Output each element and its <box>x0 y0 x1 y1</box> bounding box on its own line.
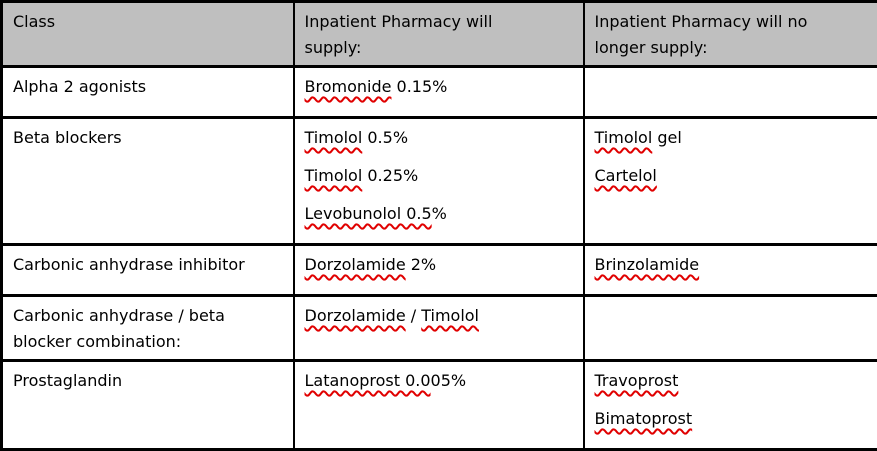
medication-entry: Latanoprost 0.005% <box>305 368 573 394</box>
misspelled-term: Latanoprost 0.0 <box>305 371 431 390</box>
medication-entry: Travoprost <box>595 368 868 394</box>
no-longer-supply-cell <box>584 67 877 118</box>
class-cell: Alpha 2 agonists <box>2 67 294 118</box>
no-longer-supply-cell: Timolol gel Cartelol <box>584 118 877 245</box>
misspelled-term: Dorzolamide <box>305 306 406 325</box>
misspelled-term: Cartelol <box>595 166 657 185</box>
medication-entry: Dorzolamide 2% <box>305 252 573 278</box>
medication-entry: Bromonide 0.15% <box>305 74 573 100</box>
will-supply-cell: Timolol 0.5% Timolol 0.25% Levobunolol 0.5… <box>294 118 584 245</box>
medication-entry: Dorzolamide / Timolol <box>305 303 573 329</box>
table-row: Prostaglandin Latanoprost 0.005% Travopros… <box>2 361 877 450</box>
class-cell: Carbonic anhydrase inhibitor <box>2 245 294 296</box>
misspelled-term: Dorzolamide <box>305 255 406 274</box>
no-longer-supply-cell <box>584 296 877 361</box>
misspelled-term: Brinzolamide <box>595 255 700 274</box>
misspelled-term: Timolol <box>595 128 653 147</box>
header-cell-class: Class <box>2 2 294 67</box>
medication-entry: Timolol gel <box>595 125 868 151</box>
misspelled-term: Travoprost <box>595 371 679 390</box>
will-supply-cell: Dorzolamide 2% <box>294 245 584 296</box>
will-supply-cell: Latanoprost 0.005% <box>294 361 584 450</box>
no-longer-supply-cell: Travoprost Bimatoprost <box>584 361 877 450</box>
table-body: Alpha 2 agonists Bromonide 0.15% Beta bloc… <box>2 67 877 450</box>
medication-entry: Bimatoprost <box>595 406 868 432</box>
table-row: Carbonic anhydrase inhibitor Dorzolamide … <box>2 245 877 296</box>
will-supply-cell: Dorzolamide / Timolol <box>294 296 584 361</box>
misspelled-term: Timolol <box>421 306 479 325</box>
medication-entry: Brinzolamide <box>595 252 868 278</box>
medication-entry: Cartelol <box>595 163 868 189</box>
misspelled-term: Bromonide <box>305 77 392 96</box>
no-longer-supply-cell: Brinzolamide <box>584 245 877 296</box>
misspelled-term: Bimatoprost <box>595 409 693 428</box>
medication-entry: Timolol 0.25% <box>305 163 573 189</box>
medication-entry: Levobunolol 0.5% <box>305 201 573 227</box>
misspelled-term: Timolol <box>305 128 363 147</box>
misspelled-term: Timolol <box>305 166 363 185</box>
will-supply-cell: Bromonide 0.15% <box>294 67 584 118</box>
misspelled-term: Levobunolol 0.5 <box>305 204 432 223</box>
class-cell: Beta blockers <box>2 118 294 245</box>
table-row: Beta blockers Timolol 0.5% Timolol 0.25% Le… <box>2 118 877 245</box>
class-cell: Prostaglandin <box>2 361 294 450</box>
medication-entry: Timolol 0.5% <box>305 125 573 151</box>
table-row: Alpha 2 agonists Bromonide 0.15% <box>2 67 877 118</box>
